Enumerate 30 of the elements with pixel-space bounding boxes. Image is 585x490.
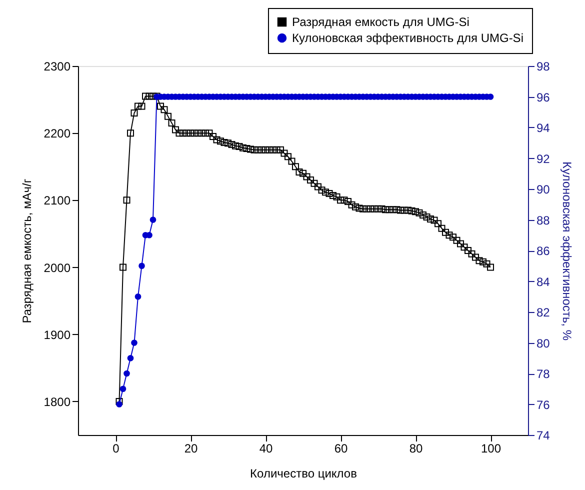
- y2-tick-label: 96: [536, 90, 550, 104]
- y-axis-title: Разрядная емкость, мАч/г: [20, 178, 34, 324]
- y-tick-label: 2300: [44, 60, 71, 74]
- y2-tick-label: 88: [536, 213, 550, 228]
- legend-label: Кулоновская эффективность для UMG-Si: [292, 31, 524, 45]
- y2-tick-label: 76: [536, 398, 550, 412]
- y-tick-label: 2000: [44, 260, 71, 275]
- x-tick-label: 80: [409, 442, 423, 456]
- y2-tick-label: 86: [536, 244, 550, 258]
- y2-tick-label: 74: [536, 428, 550, 442]
- x-tick-label: 40: [259, 442, 273, 456]
- y2-tick-label: 90: [536, 182, 550, 196]
- y-tick-label: 2100: [44, 194, 71, 208]
- y2-tick-label: 80: [536, 336, 550, 350]
- y-tick-label: 1800: [44, 394, 71, 409]
- x-tick-label: 60: [334, 442, 348, 456]
- y2-tick-label: 94: [536, 121, 550, 135]
- y-tick-label: 2200: [44, 126, 71, 141]
- legend-label: Разрядная емкость для UMG-Si: [292, 15, 470, 29]
- y2-axis-title: Кулоновская эффективность, %: [560, 162, 574, 341]
- x-tick-label: 0: [112, 442, 120, 456]
- y2-tick-label: 84: [536, 274, 550, 289]
- y2-tick-label: 92: [536, 152, 550, 166]
- y2-tick-label: 82: [536, 306, 550, 320]
- y-tick-label: 1900: [44, 328, 71, 342]
- x-axis-title: Количество циклов: [250, 466, 357, 480]
- x-tick-label: 100: [480, 442, 502, 456]
- x-tick-label: 20: [184, 442, 198, 456]
- y2-tick-label: 78: [536, 367, 550, 381]
- y2-tick-label: 98: [536, 60, 550, 74]
